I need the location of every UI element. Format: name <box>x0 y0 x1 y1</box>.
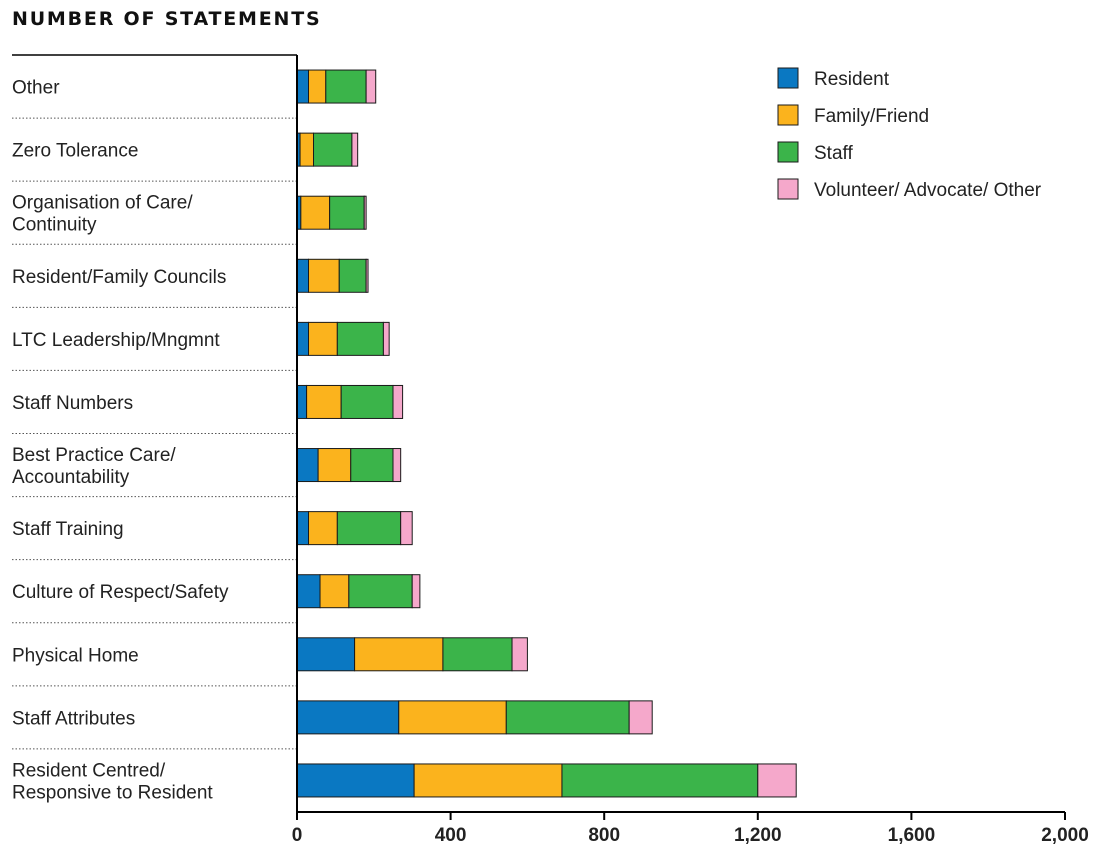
category-label: Staff Training <box>12 519 124 540</box>
bar-segment-resident <box>296 511 310 546</box>
bar-segment-resident <box>296 384 308 419</box>
category-label: Organisation of Care/ <box>12 193 193 214</box>
bar-segment-family-friend <box>300 195 331 230</box>
bar-segment-family-friend <box>308 69 327 104</box>
bar-segment-staff <box>329 195 365 230</box>
bar-segment-volunteer-advocate-other <box>628 700 653 735</box>
bar-segment-resident <box>296 321 310 356</box>
legend-label: Family/Friend <box>814 106 929 127</box>
category-label: Resident/Family Councils <box>12 267 226 288</box>
bar-segment-staff <box>350 448 394 483</box>
legend-swatch <box>777 178 799 200</box>
bar-segment-resident <box>296 574 321 609</box>
bar-segment-family-friend <box>317 448 352 483</box>
chart-title: NUMBER OF STATEMENTS <box>12 8 322 30</box>
bar-segment-family-friend <box>354 637 444 672</box>
category-label: Resident Centred/ <box>12 760 166 781</box>
bar-segment-family-friend <box>306 384 342 419</box>
legend-swatch <box>777 67 799 89</box>
bar-segment-resident <box>296 763 415 798</box>
bar-segment-staff <box>313 132 353 167</box>
bar-segment-volunteer-advocate-other <box>392 384 404 419</box>
x-tick-label: 400 <box>435 825 467 846</box>
legend-label: Staff <box>814 143 853 164</box>
bar-segment-resident <box>296 69 310 104</box>
bar-segment-staff <box>348 574 413 609</box>
bar-segment-volunteer-advocate-other <box>365 258 369 293</box>
category-label: Zero Tolerance <box>12 141 138 162</box>
x-tick-label: 800 <box>588 825 620 846</box>
category-label: Staff Attributes <box>12 708 135 729</box>
x-tick-label: 0 <box>292 825 303 846</box>
bar-segment-resident <box>296 258 310 293</box>
bar-segment-resident <box>296 637 356 672</box>
bar-segment-family-friend <box>308 321 338 356</box>
category-label: LTC Leadership/Mngmnt <box>12 330 220 351</box>
x-tick-label: 1,200 <box>734 825 782 846</box>
category-label: Accountability <box>12 467 130 488</box>
bar-segment-volunteer-advocate-other <box>365 69 377 104</box>
bar-segment-staff <box>336 511 402 546</box>
category-label: Responsive to Resident <box>12 782 213 803</box>
bar-segment-resident <box>296 700 400 735</box>
bar-segment-family-friend <box>319 574 350 609</box>
bar-segment-staff <box>336 321 384 356</box>
legend-swatch <box>777 141 799 163</box>
bar-segment-volunteer-advocate-other <box>511 637 528 672</box>
bar-segment-volunteer-advocate-other <box>392 448 402 483</box>
x-tick-label: 1,600 <box>888 825 936 846</box>
bar-segment-volunteer-advocate-other <box>382 321 390 356</box>
bar-segment-volunteer-advocate-other <box>351 132 359 167</box>
category-label: Physical Home <box>12 645 139 666</box>
bar-segment-volunteer-advocate-other <box>400 511 413 546</box>
bar-segment-staff <box>561 763 759 798</box>
category-label: Staff Numbers <box>12 393 133 414</box>
bar-segment-volunteer-advocate-other <box>363 195 367 230</box>
legend-label: Volunteer/ Advocate/ Other <box>814 180 1042 201</box>
bar-segment-resident <box>296 448 319 483</box>
legend-swatch <box>777 104 799 126</box>
legend-label: Resident <box>814 69 890 90</box>
bar-segment-family-friend <box>398 700 507 735</box>
category-label: Continuity <box>12 215 97 236</box>
bar-segment-family-friend <box>308 258 340 293</box>
bar-segment-family-friend <box>308 511 338 546</box>
bar-segment-staff <box>442 637 513 672</box>
category-label: Other <box>12 78 60 99</box>
bar-segment-family-friend <box>413 763 563 798</box>
x-tick-label: 2,000 <box>1041 825 1089 846</box>
bar-segment-staff <box>340 384 394 419</box>
category-label: Best Practice Care/ <box>12 445 176 466</box>
bar-segment-staff <box>505 700 630 735</box>
bar-segment-staff <box>325 69 367 104</box>
bar-segment-staff <box>338 258 367 293</box>
bar-segment-family-friend <box>299 132 315 167</box>
category-label: Culture of Respect/Safety <box>12 582 229 603</box>
bar-segment-volunteer-advocate-other <box>757 763 797 798</box>
bar-segment-volunteer-advocate-other <box>411 574 421 609</box>
